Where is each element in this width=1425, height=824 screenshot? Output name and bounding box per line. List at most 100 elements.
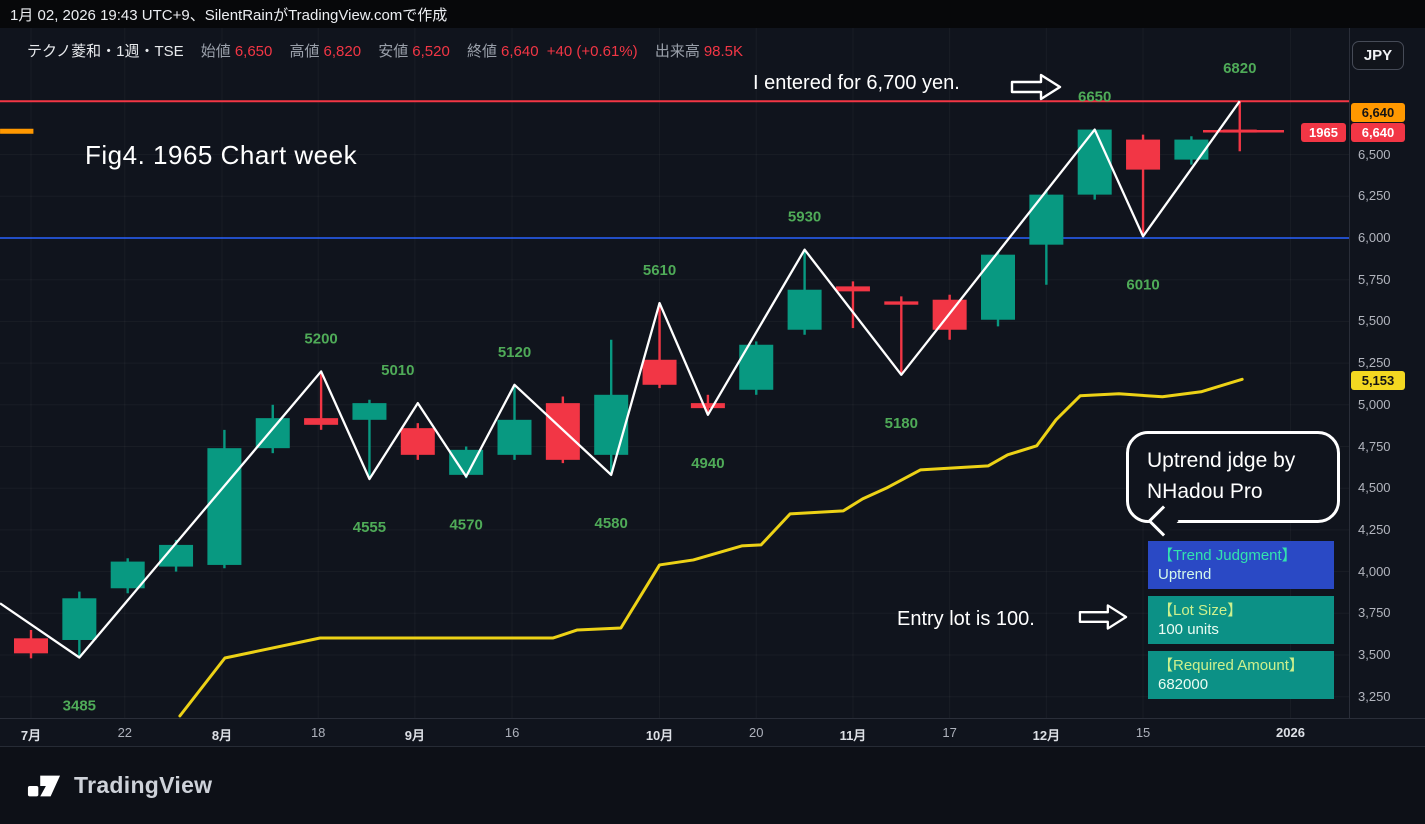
lot-size-panel: 【Lot Size】 100 units — [1148, 596, 1334, 644]
open-label: 始値 — [200, 43, 231, 60]
candle-body — [835, 286, 870, 292]
trend-judgment-label: 【Trend Judgment】 — [1158, 547, 1297, 564]
candle-body — [884, 301, 919, 305]
candlestick-series — [14, 101, 1257, 659]
candle-body — [1126, 139, 1161, 170]
grid-lines — [0, 28, 1349, 718]
price-tick-5000: 5,000 — [1358, 396, 1391, 412]
swing-label-group: 3485 5200 4555 5010 4570 5120 4580 5610 4940 5930… — [63, 60, 1257, 714]
price-tick-4000: 4,000 — [1358, 563, 1391, 579]
swing-label-5200: 5200 — [304, 330, 337, 347]
low-value: 6,520 — [412, 43, 450, 60]
candle-body — [400, 428, 435, 455]
price-tick-6250: 6,250 — [1358, 188, 1391, 204]
chart-legend: テクノ菱和・1週・TSE 始値 6,650 高値 6,820 安値 6,520 終値 6… — [27, 40, 743, 61]
swing-label-5120: 5120 — [498, 344, 531, 361]
candle-body — [642, 359, 677, 385]
candle-body — [14, 638, 48, 654]
lot-size-label: 【Lot Size】 — [1158, 602, 1243, 619]
lot-size-value: 100 units — [1158, 621, 1219, 638]
high-label: 高値 — [289, 43, 320, 60]
price-badge-indicator: 5,153 — [1351, 371, 1405, 390]
time-label-16: 16 — [504, 725, 520, 740]
time-label-10月: 10月 — [645, 728, 674, 743]
swing-label-4555: 4555 — [353, 519, 386, 536]
time-axis[interactable]: 7月 22 8月 18 9月 16 10月 20 11月 17 12月 15 2026 — [0, 718, 1425, 747]
price-tick-5750: 5,750 — [1358, 271, 1391, 287]
candle-body — [207, 448, 242, 565]
entry-note-annotation[interactable]: I entered for 6,700 yen. — [753, 72, 960, 94]
trend-judgment-panel: 【Trend Judgment】 Uptrend — [1148, 541, 1334, 589]
candle-body — [159, 544, 194, 567]
candle-body — [304, 418, 339, 425]
swing-label-4570: 4570 — [449, 517, 482, 534]
candle-body — [981, 254, 1015, 320]
time-label-7月: 7月 — [20, 728, 42, 743]
required-amount-label: 【Required Amount】 — [1158, 657, 1304, 674]
price-tick-3750: 3,750 — [1358, 605, 1391, 621]
candle-body — [1077, 129, 1112, 195]
swing-label-3485: 3485 — [63, 698, 96, 715]
low-label: 安値 — [378, 43, 409, 60]
required-amount-value: 682000 — [1158, 676, 1209, 693]
price-chart-canvas[interactable]: 3485 5200 4555 5010 4570 5120 4580 5610 4940 5930… — [0, 28, 1349, 718]
swing-label-5610: 5610 — [643, 262, 676, 279]
time-label-12月: 12月 — [1032, 728, 1061, 743]
candle-body — [787, 289, 822, 330]
time-label-17: 17 — [942, 725, 957, 740]
swing-label-4940: 4940 — [691, 455, 724, 472]
price-tick-6000: 6,000 — [1358, 230, 1391, 245]
swing-label-5010: 5010 — [381, 362, 414, 379]
time-label-20: 20 — [749, 725, 764, 740]
time-label-18: 18 — [310, 725, 326, 740]
candle-body — [62, 598, 97, 640]
time-label-8月: 8月 — [211, 728, 233, 743]
close-value: 6,640 — [501, 43, 539, 60]
callout-line2: NHadou Pro — [1147, 480, 1263, 503]
symbol-title[interactable]: テクノ菱和・1週・TSE — [27, 43, 184, 60]
price-tick-5500: 5,500 — [1358, 313, 1391, 329]
right-arrow-icon[interactable] — [1078, 600, 1128, 634]
price-tick-5250: 5,250 — [1358, 355, 1391, 371]
branding-bar: TradingView — [0, 746, 1425, 824]
close-label: 終値 — [467, 43, 498, 60]
swing-label-4580: 4580 — [595, 515, 628, 532]
zigzag-line[interactable] — [0, 100, 1241, 659]
price-tick-3250: 3,250 — [1358, 688, 1391, 704]
swing-label-5180: 5180 — [885, 415, 918, 432]
candle-body — [690, 403, 725, 409]
chart-area: 3485 5200 4555 5010 4570 5120 4580 5610 4940 5930… — [0, 28, 1350, 718]
change-value: +40 (+0.61%) — [546, 43, 638, 60]
right-arrow-icon[interactable] — [1010, 72, 1062, 102]
attribution-bar: 1月 02, 2026 19:43 UTC+9、SilentRainがTradi… — [0, 0, 1425, 28]
trend-judgment-value: Uptrend — [1158, 566, 1212, 583]
callout-line1: Uptrend jdge by — [1147, 449, 1296, 472]
swing-label-6820: 6820 — [1223, 60, 1256, 77]
tradingview-wordmark[interactable]: TradingView — [74, 772, 213, 798]
time-label-2026: 2026 — [1276, 725, 1305, 740]
tradingview-logo-icon[interactable] — [27, 772, 61, 800]
candle-body — [110, 561, 145, 589]
price-tick-6500: 6,500 — [1358, 146, 1391, 162]
volume-label: 出来高 — [654, 43, 700, 60]
candle-body — [497, 419, 532, 455]
currency-toggle-button[interactable]: JPY — [1352, 41, 1404, 70]
symbol-price-tag: 1965 — [1301, 123, 1346, 142]
price-tick-4750: 4,750 — [1358, 438, 1391, 454]
high-value: 6,820 — [323, 43, 362, 60]
swing-label-5930: 5930 — [788, 209, 821, 226]
volume-value: 98.5K — [703, 43, 744, 60]
price-axis[interactable]: JPY 6,500 6,250 6,000 5,750 5,500 5,250 5,000 4… — [1350, 28, 1425, 718]
swing-label-6650: 6650 — [1078, 89, 1111, 106]
price-tick-3500: 3,500 — [1358, 647, 1391, 662]
figure-title-annotation[interactable]: Fig4. 1965 Chart week — [85, 140, 358, 170]
required-amount-panel: 【Required Amount】 682000 — [1148, 651, 1334, 699]
time-label-22: 22 — [117, 725, 133, 740]
candle-body — [352, 403, 387, 420]
nhadou-indicator-line[interactable] — [178, 377, 1244, 718]
candle-body — [594, 394, 629, 455]
candle-body — [1174, 139, 1209, 160]
price-badge-entry-line: 6,640 — [1351, 103, 1405, 122]
lot-note-annotation[interactable]: Entry lot is 100. — [897, 608, 1035, 630]
